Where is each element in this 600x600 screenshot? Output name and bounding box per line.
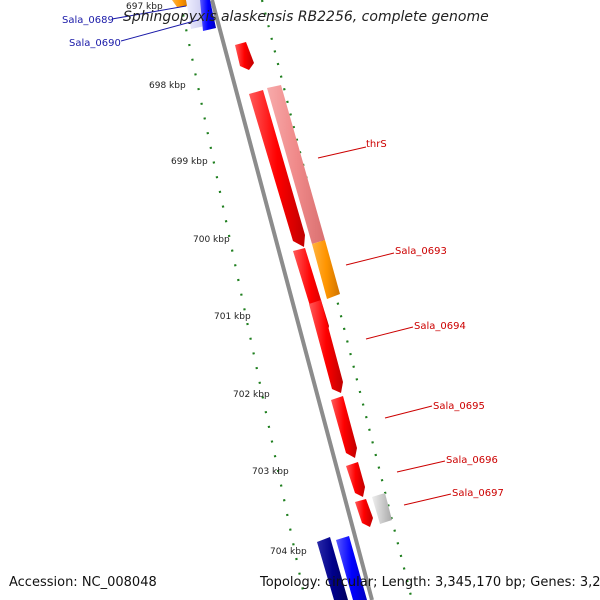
map-title: Sphingopyxis alaskensis RB2256, complete… <box>123 9 489 25</box>
gene-arrow <box>309 300 343 393</box>
gene-label-sala-0695: Sala_0695 <box>433 401 485 412</box>
kbp-label: 702 kbp <box>233 390 270 400</box>
accession-text: Accession: NC_008048 <box>9 575 157 590</box>
gene-label-sala-0697: Sala_0697 <box>452 488 504 499</box>
kbp-labels: 697 kbp 698 kbp 699 kbp 700 kbp 701 kbp … <box>126 2 307 557</box>
gene-sala-0690 <box>200 0 216 31</box>
gene-arrow <box>355 499 373 527</box>
gene-label-sala-0690: Sala_0690 <box>69 38 121 49</box>
gene-label-sala-0694: Sala_0694 <box>414 321 466 332</box>
genome-backbone <box>210 0 374 600</box>
gene-arrow <box>346 462 365 497</box>
gene-arrow <box>235 42 254 70</box>
gene-arrow <box>317 537 348 600</box>
kbp-label: 698 kbp <box>149 81 186 91</box>
gene-arrow <box>172 0 189 7</box>
gene-labels: Sala_0689 Sala_0690 thrS Sala_0693 Sala_… <box>62 15 504 499</box>
genome-summary-text: Topology: circular; Length: 3,345,170 bp… <box>260 575 600 590</box>
kbp-label: 703 kbp <box>252 467 289 477</box>
kbp-label: 697 kbp <box>126 2 163 12</box>
kbp-label: 704 kbp <box>270 547 307 557</box>
gene-arrow <box>336 536 367 600</box>
inner-tick-ring <box>178 0 307 600</box>
gene-label-sala-0696: Sala_0696 <box>446 455 498 466</box>
gene-arrow <box>331 396 357 458</box>
gene-label-sala-0693: Sala_0693 <box>395 246 447 257</box>
kbp-label: 699 kbp <box>171 157 208 167</box>
gene-arrow <box>249 90 305 247</box>
leader-lines <box>111 5 452 506</box>
gene-sala-0697 <box>372 493 392 524</box>
gene-label-thrs: thrS <box>366 139 387 150</box>
gene-sala-0693 <box>312 240 340 299</box>
kbp-label: 701 kbp <box>214 312 251 322</box>
kbp-label: 700 kbp <box>193 235 230 245</box>
gene-thrS <box>267 85 325 244</box>
gene-label-sala-0689: Sala_0689 <box>62 15 114 26</box>
outer-tick-ring <box>260 0 414 600</box>
